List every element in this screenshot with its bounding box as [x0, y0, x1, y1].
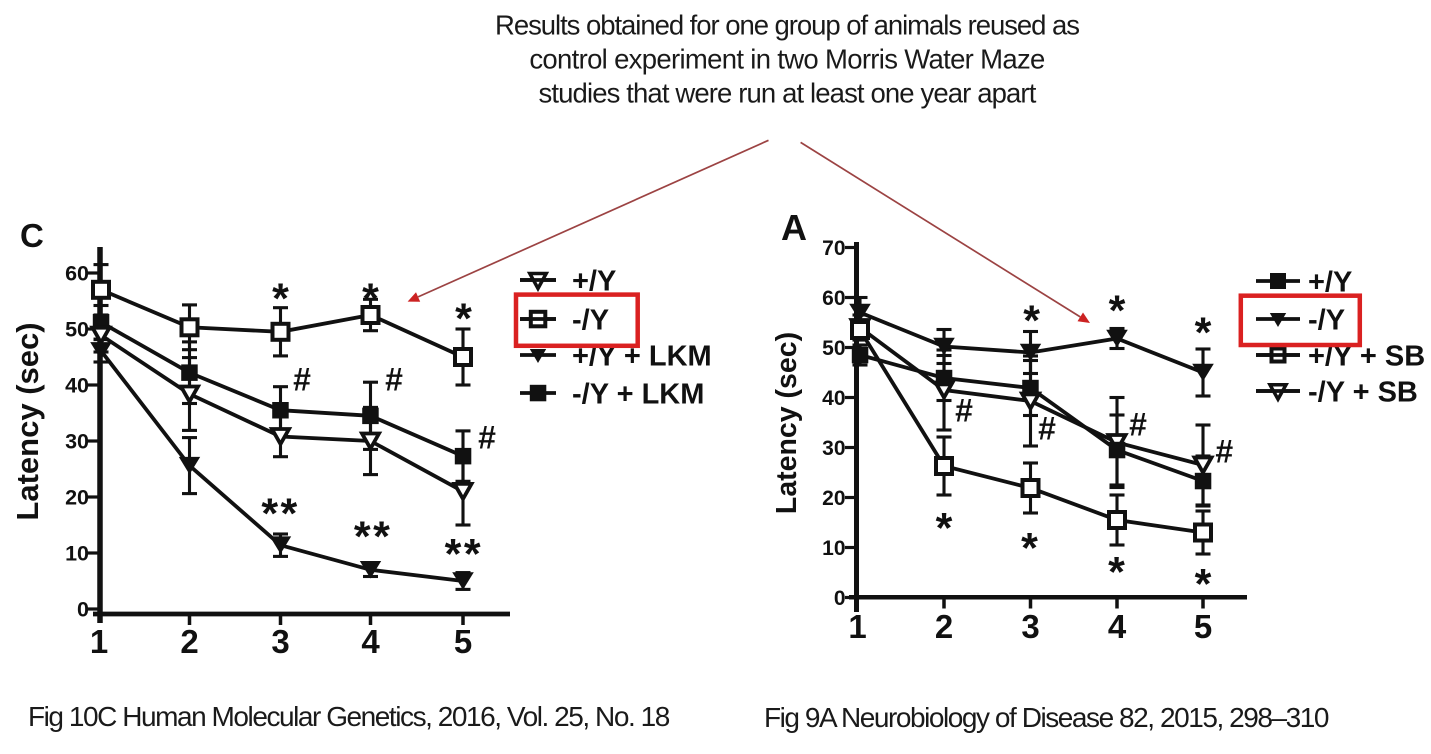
svg-text:50: 50	[65, 318, 89, 342]
svg-text:#: #	[1038, 410, 1056, 446]
svg-text:*: *	[272, 275, 289, 323]
svg-text:3: 3	[271, 623, 289, 660]
svg-text:Latency (sec): Latency (sec)	[10, 322, 45, 520]
svg-text:C: C	[20, 217, 44, 254]
svg-text:30: 30	[822, 437, 845, 460]
svg-text:-/Y + LKM: -/Y + LKM	[572, 379, 704, 411]
svg-text:-/Y + SB: -/Y + SB	[1308, 377, 1418, 409]
svg-text:-/Y: -/Y	[1308, 305, 1345, 337]
svg-text:+/Y: +/Y	[1308, 267, 1352, 299]
svg-text:10: 10	[822, 537, 845, 560]
svg-text:*: *	[1108, 549, 1125, 597]
svg-text:0: 0	[77, 598, 89, 622]
svg-text:*: *	[1195, 561, 1212, 609]
svg-text:1: 1	[90, 623, 108, 660]
svg-text:control experiment in two Morr: control experiment in two Morris Water M…	[529, 44, 1045, 75]
svg-text:5: 5	[1194, 608, 1212, 645]
svg-text:*: *	[1195, 309, 1212, 357]
svg-text:A: A	[781, 207, 807, 248]
svg-text:*: *	[1023, 297, 1040, 345]
svg-text:2: 2	[935, 608, 953, 645]
svg-text:#: #	[385, 361, 403, 397]
svg-text:*: *	[445, 531, 462, 579]
svg-text:20: 20	[65, 486, 89, 510]
svg-text:1: 1	[848, 608, 866, 645]
svg-text:#: #	[1215, 433, 1233, 469]
svg-text:*: *	[1109, 287, 1126, 335]
svg-text:*: *	[261, 490, 278, 538]
svg-text:Fig 10C Human Molecular Geneti: Fig 10C Human Molecular Genetics, 2016, …	[28, 701, 670, 732]
svg-text:-/Y: -/Y	[572, 305, 609, 337]
svg-text:60: 60	[65, 262, 89, 286]
svg-text:Latency (sec): Latency (sec)	[771, 332, 803, 514]
svg-text:4: 4	[361, 623, 380, 660]
svg-text:*: *	[281, 490, 298, 538]
svg-text:70: 70	[822, 237, 845, 260]
svg-text:40: 40	[822, 387, 845, 410]
svg-text:30: 30	[65, 430, 89, 454]
svg-text:Fig 9A Neurobiology of Disease: Fig 9A Neurobiology of Disease 82, 2015,…	[764, 702, 1329, 733]
svg-text:4: 4	[1108, 608, 1127, 645]
svg-text:*: *	[1021, 525, 1038, 573]
svg-text:40: 40	[65, 374, 89, 398]
svg-text:3: 3	[1021, 608, 1039, 645]
svg-text:*: *	[354, 513, 371, 561]
svg-text:*: *	[455, 295, 472, 343]
svg-text:60: 60	[822, 287, 845, 310]
svg-text:10: 10	[65, 542, 89, 566]
svg-text:studies that were run at least: studies that were run at least one year …	[539, 78, 1037, 109]
svg-text:2: 2	[180, 623, 198, 660]
svg-text:20: 20	[822, 487, 845, 510]
svg-text:50: 50	[822, 337, 845, 360]
svg-text:*: *	[936, 505, 953, 553]
svg-text:#: #	[293, 361, 311, 397]
svg-text:*: *	[464, 531, 481, 579]
svg-text:*: *	[373, 513, 390, 561]
svg-text:*: *	[362, 275, 379, 323]
svg-text:Results obtained for one group: Results obtained for one group of animal…	[495, 10, 1079, 41]
svg-text:#: #	[955, 392, 973, 428]
svg-text:#: #	[478, 419, 496, 455]
svg-text:+/Y: +/Y	[572, 266, 616, 298]
svg-text:5: 5	[454, 623, 472, 660]
svg-text:0: 0	[834, 587, 846, 610]
svg-text:#: #	[1129, 406, 1147, 442]
